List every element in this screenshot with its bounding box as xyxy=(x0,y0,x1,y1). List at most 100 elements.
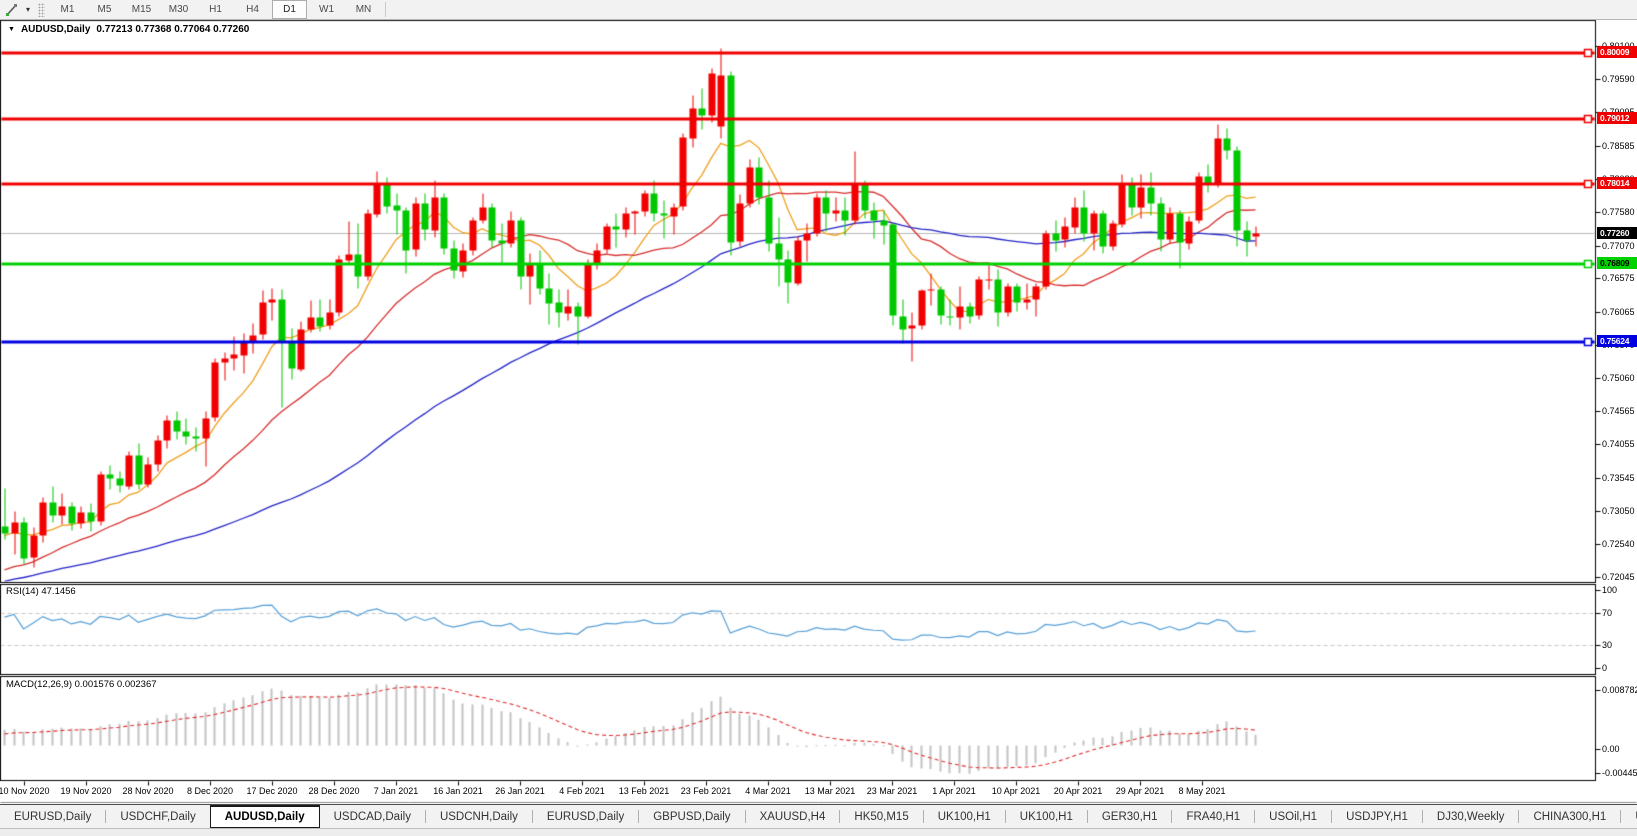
resistance-price-tag[interactable]: 0.80009 xyxy=(1597,45,1637,58)
timeframe-button-m15[interactable]: M15 xyxy=(131,4,152,15)
timeframe-button-w1[interactable]: W1 xyxy=(319,4,334,15)
tab-divider xyxy=(638,810,640,823)
price-axis-tick: 0.76065 xyxy=(1602,306,1635,317)
timeframe-button-h4[interactable]: H4 xyxy=(246,4,259,15)
date-axis-label: 4 Feb 2021 xyxy=(559,786,605,796)
chart-tab-usdjpy-h1[interactable]: USDJPY,H1 xyxy=(1346,810,1408,823)
chart-tab-gbpusd-daily[interactable]: GBPUSD,Daily xyxy=(653,810,731,823)
chart-menu-caret-icon[interactable]: ▼ xyxy=(8,26,15,33)
date-axis-label: 16 Jan 2021 xyxy=(433,786,483,796)
macd-axis-tick: 0.008782 xyxy=(1602,685,1637,695)
chart-tab-usoil-h1[interactable]: USOil,H1 xyxy=(1269,810,1318,823)
chart-tab-ger30-h1[interactable]: GER30,H1 xyxy=(1101,810,1158,823)
price-axis-tick: 0.72045 xyxy=(1602,572,1635,583)
tab-divider xyxy=(744,810,746,823)
crosshair-pen-icon[interactable] xyxy=(2,2,22,18)
date-axis-label: 4 Mar 2021 xyxy=(745,786,791,796)
timeframe-button-m1[interactable]: M1 xyxy=(60,4,75,15)
toolbar-separator xyxy=(385,2,386,17)
date-axis-label: 28 Dec 2020 xyxy=(308,786,360,796)
timeframe-button-d1[interactable]: D1 xyxy=(272,0,307,19)
date-axis-label: 26 Jan 2021 xyxy=(495,786,545,796)
timeframe-button-h1[interactable]: H1 xyxy=(209,4,222,15)
chart-tab-usdchf-daily[interactable]: USDCHF,Daily xyxy=(120,810,196,823)
timeframe-button-mn[interactable]: MN xyxy=(355,4,372,15)
status-bar xyxy=(0,828,1637,836)
price-axis-tick: 0.72540 xyxy=(1602,539,1635,550)
date-axis-label: 23 Feb 2021 xyxy=(680,786,732,796)
tab-divider xyxy=(1620,810,1622,823)
rsi-axis-tick: 70 xyxy=(1602,608,1613,619)
date-axis-label: 13 Feb 2021 xyxy=(618,786,670,796)
timeframe-button-m5[interactable]: M5 xyxy=(97,4,112,15)
chevron-down-icon[interactable]: ▾ xyxy=(25,5,30,14)
chart-symbol-label: AUDUSD,Daily xyxy=(20,24,91,35)
price-axis-tick: 0.78585 xyxy=(1602,140,1635,151)
tab-divider xyxy=(1518,810,1520,823)
tab-divider xyxy=(1421,810,1423,823)
price-axis-tick: 0.76575 xyxy=(1602,273,1635,284)
date-axis-label: 8 May 2021 xyxy=(1178,786,1226,796)
chart-tab-usdcnh-daily[interactable]: USDCNH,Daily xyxy=(439,810,518,823)
current-price-price-tag[interactable]: 0.77260 xyxy=(1597,227,1637,240)
date-axis-label: 23 Mar 2021 xyxy=(866,786,918,796)
chart-tab-uk100-h1[interactable]: UK100,H1 xyxy=(1019,810,1073,823)
date-axis-label: 7 Jan 2021 xyxy=(373,786,419,796)
tab-divider xyxy=(922,810,924,823)
date-axis-label: 28 Nov 2020 xyxy=(122,786,174,796)
chart-tab-uk100-h1[interactable]: UK100,H1 xyxy=(937,810,991,823)
chart-tab-eurusd-daily[interactable]: EURUSD,Daily xyxy=(14,810,92,823)
price-axis-tick: 0.79590 xyxy=(1602,74,1635,85)
macd-axis-tick: 0.00 xyxy=(1602,744,1620,755)
timeframe-buttons: M1 M5 M15 M30 H1 H4 D1 W1 MN xyxy=(49,0,382,19)
tab-divider xyxy=(424,810,426,823)
price-axis-tick: 0.73050 xyxy=(1602,505,1635,516)
chart-tab-usdcad-daily[interactable]: USDCAD,Daily xyxy=(333,810,411,823)
price-axis-tick: 0.77580 xyxy=(1602,206,1635,217)
chart-tabs: EURUSD,Daily USDCHF,Daily AUDUSD,Daily USDC… xyxy=(0,805,1637,828)
chart-tab-hk50-m15[interactable]: HK50,M15 xyxy=(854,810,909,823)
resistance-price-tag[interactable]: 0.78014 xyxy=(1597,177,1637,190)
tab-divider xyxy=(839,810,841,823)
support-price-tag[interactable]: 0.75624 xyxy=(1597,334,1637,347)
chart-tab-bar: EURUSD,Daily USDCHF,Daily AUDUSD,Daily USDC… xyxy=(0,804,1637,828)
price-axis-tick: 0.73545 xyxy=(1602,473,1635,484)
date-axis-label: 10 Apr 2021 xyxy=(991,786,1041,796)
tab-divider xyxy=(1254,810,1256,823)
price-axis-tick: 0.77070 xyxy=(1602,240,1635,251)
tab-divider xyxy=(531,810,533,823)
tab-divider xyxy=(1331,810,1333,823)
chart-tab-xauusd-h4[interactable]: XAUUSD,H4 xyxy=(759,810,826,823)
macd-indicator-label: MACD(12,26,9) 0.001576 0.002367 xyxy=(6,679,157,690)
macd-axis-tick: -0.00445 xyxy=(1602,768,1637,778)
chart-tab-audusd-daily[interactable]: AUDUSD,Daily xyxy=(209,805,320,828)
chart-tab-eurusd-daily[interactable]: EURUSD,Daily xyxy=(546,810,625,823)
rsi-indicator-label: RSI(14) 47.1456 xyxy=(6,586,76,597)
date-axis-label: 29 Apr 2021 xyxy=(1115,786,1165,796)
chart-tab-usc[interactable]: USC xyxy=(1621,805,1637,828)
toolbar-grip[interactable] xyxy=(38,2,45,17)
support-price-tag[interactable]: 0.76809 xyxy=(1597,256,1637,269)
rsi-axis-tick: 100 xyxy=(1602,585,1618,595)
date-axis-label: 1 Apr 2021 xyxy=(932,786,976,796)
date-axis-label: 19 Nov 2020 xyxy=(60,786,112,796)
price-axis-tick: 0.75060 xyxy=(1602,373,1635,384)
tab-divider xyxy=(1004,810,1006,823)
date-axis-label: 13 Mar 2021 xyxy=(804,786,856,796)
resistance-price-tag[interactable]: 0.79012 xyxy=(1597,111,1637,124)
chart-tab-fra40-h1[interactable]: FRA40,H1 xyxy=(1186,810,1241,823)
date-axis-label: 8 Dec 2020 xyxy=(186,786,234,796)
tab-divider xyxy=(105,810,107,823)
chart-title: ▼ AUDUSD,Daily 0.77213 0.77368 0.77064 0… xyxy=(8,24,249,35)
timeframe-button-m30[interactable]: M30 xyxy=(168,4,189,15)
chart-tab-dj30-weekly[interactable]: DJ30,Weekly xyxy=(1436,810,1505,823)
date-axis-label: 20 Apr 2021 xyxy=(1053,786,1103,796)
price-axis-tick: 0.74055 xyxy=(1602,439,1635,450)
date-axis-label: 17 Dec 2020 xyxy=(246,786,298,796)
tab-divider xyxy=(1171,810,1173,823)
chart-tab-china300-h1[interactable]: CHINA300,H1 xyxy=(1533,810,1607,823)
rsi-axis-tick: 0 xyxy=(1602,663,1608,673)
rsi-axis-tick: 30 xyxy=(1602,639,1613,650)
